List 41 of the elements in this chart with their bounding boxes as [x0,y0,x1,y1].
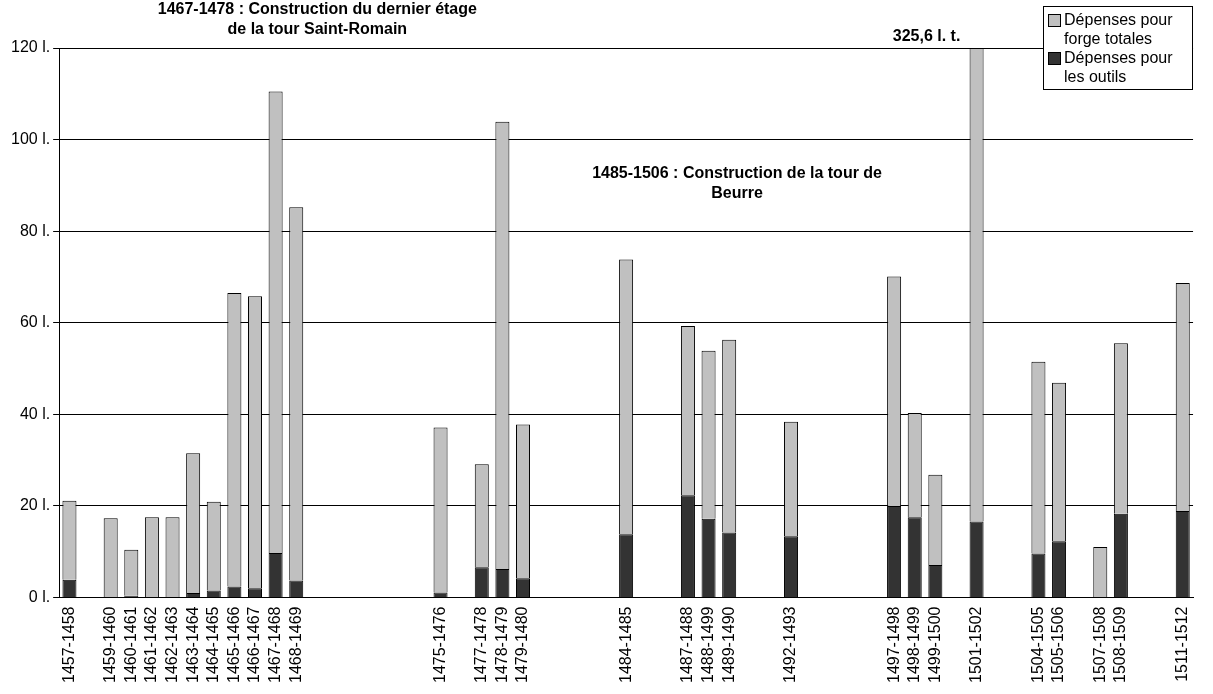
x-tick-label: 1508-1509 [1111,606,1129,683]
x-tick-label: 1499-1500 [925,606,943,683]
x-tick-label: 1511-1512 [1173,606,1191,682]
y-tick-label: 40 l. [19,404,51,422]
y-tick-label: 120 l. [11,38,51,56]
annotation: 325,6 l. t. [892,27,961,45]
y-tick-label: 20 l. [19,496,51,514]
x-tick-label: 1484-1485 [616,606,634,683]
x-tick-label: 1468-1469 [286,606,304,683]
x-tick-label: 1457-1458 [59,606,77,683]
x-tick-label: 1462-1463 [162,606,180,683]
x-tick-label: 1489-1490 [719,606,737,683]
legend-label: Dépenses pour les outils [1064,48,1174,86]
y-tick-label: 80 l. [19,221,51,239]
x-tick-label: 1463-1464 [183,606,201,683]
x-tick-label: 1501-1502 [966,606,984,683]
x-tick-label: 1505-1506 [1049,606,1067,683]
x-tick-label: 1478-1479 [492,606,510,683]
y-tick-label: 100 l. [11,129,51,147]
x-tick-label: 1507-1508 [1090,606,1108,683]
x-tick-label: 1461-1462 [142,606,160,683]
x-tick-label: 1460-1461 [121,606,139,683]
x-tick-label: 1498-1499 [905,606,923,683]
annotation: 1485-1506 : Construction de la tour de Beurre [592,163,883,204]
x-tick-label: 1467-1468 [266,606,284,683]
x-tick-label: 1479-1480 [513,606,531,683]
x-tick-label: 1464-1465 [204,606,222,683]
x-tick-label: 1504-1505 [1028,606,1046,683]
x-tick-label: 1466-1467 [245,606,263,683]
y-tick-label: 0 l. [28,587,51,605]
x-tick-label: 1465-1466 [224,606,242,683]
legend-label: Dépenses pour forge totales [1064,10,1174,48]
x-tick-label: 1475-1476 [430,606,448,683]
x-tick-label: 1488-1499 [698,606,716,683]
x-tick-label: 1477-1478 [472,606,490,683]
x-tick-label: 1497-1498 [884,606,902,683]
y-tick-label: 60 l. [19,313,51,331]
x-tick-label: 1487-1488 [678,606,696,683]
text: 1467-1478 : Construction du dernier étage de la tour Saint-Romain [156,0,478,39]
x-tick-label: 1492-1493 [781,606,799,683]
x-tick-label: 1459-1460 [101,606,119,683]
